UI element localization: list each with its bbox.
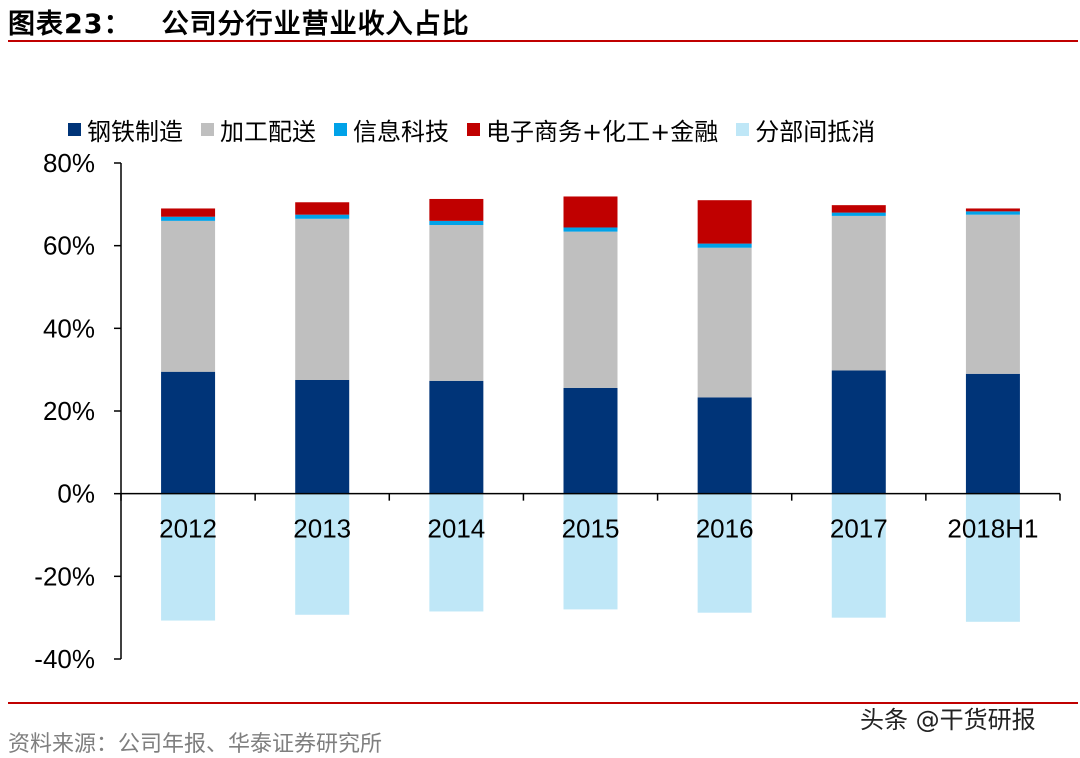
bar-segment-2013-0 bbox=[295, 380, 350, 494]
bar-segment-2014-0 bbox=[429, 380, 484, 494]
legend-swatch-processing bbox=[201, 123, 214, 136]
y-tick-label: 40% bbox=[43, 313, 95, 343]
y-tick-label: -40% bbox=[34, 644, 95, 674]
bar-segment-2014-3 bbox=[429, 198, 484, 221]
watermark: 头条 @干货研报 bbox=[860, 706, 1036, 734]
y-tick-label: 80% bbox=[43, 148, 95, 178]
legend-swatch-it bbox=[334, 123, 347, 136]
bar-segment-2018H1-0 bbox=[965, 373, 1020, 494]
bar-segment-2015-2 bbox=[563, 227, 618, 232]
x-tick-label: 2014 bbox=[427, 514, 485, 544]
legend-swatch-ecommerce bbox=[467, 123, 480, 136]
bar-segment-2013-2 bbox=[295, 214, 350, 219]
bar-segment-2014-1 bbox=[429, 225, 484, 381]
bar-segment-2012-2 bbox=[161, 216, 216, 221]
legend-item-ecommerce: 电子商务+化工+金融 bbox=[467, 112, 718, 147]
bar-segment-2012-1 bbox=[161, 220, 216, 372]
legend-swatch-offset bbox=[736, 123, 750, 136]
bar-segment-2016-2 bbox=[697, 243, 752, 248]
bar-segment-2017-2 bbox=[831, 212, 886, 216]
bar-segment-2018H1-3 bbox=[965, 208, 1020, 212]
legend-swatch-steel bbox=[68, 123, 81, 136]
bar-segment-2015-3 bbox=[563, 196, 618, 228]
bar-segment-2015-0 bbox=[563, 387, 618, 494]
top-rule bbox=[8, 40, 1078, 42]
legend-label-ecommerce: 电子商务+化工+金融 bbox=[486, 118, 719, 146]
x-tick-label: 2017 bbox=[830, 514, 888, 544]
bar-segment-2013-1 bbox=[295, 218, 350, 380]
bar-segment-2015-1 bbox=[563, 231, 618, 388]
legend-item-steel: 钢铁制造 bbox=[68, 112, 183, 147]
bar-segment-2014-4 bbox=[429, 493, 484, 612]
bar-segment-2013-3 bbox=[295, 202, 350, 215]
bar-segment-2012-3 bbox=[161, 208, 216, 217]
y-tick-label: -20% bbox=[34, 561, 95, 591]
x-tick-label: 2015 bbox=[562, 514, 620, 544]
bar-segment-2016-0 bbox=[697, 397, 752, 494]
x-tick-label: 2018H1 bbox=[947, 514, 1038, 544]
bar-segment-2015-4 bbox=[563, 493, 618, 610]
bar-segment-2018H1-2 bbox=[965, 211, 1020, 215]
legend-item-processing: 加工配送 bbox=[201, 112, 316, 147]
bar-segment-2018H1-1 bbox=[965, 214, 1020, 374]
bar-segment-2018H1-4 bbox=[965, 493, 1020, 622]
bar-segment-2017-0 bbox=[831, 370, 886, 494]
bar-segment-2014-2 bbox=[429, 220, 484, 225]
legend-label-it: 信息科技 bbox=[353, 118, 449, 146]
bar-segment-2012-4 bbox=[161, 493, 216, 621]
legend-item-offset: 分部间抵消 bbox=[736, 112, 875, 147]
legend-label-steel: 钢铁制造 bbox=[87, 118, 183, 146]
chart-legend: 钢铁制造 加工配送 信息科技 电子商务+化工+金融 分部间抵消 bbox=[68, 112, 875, 147]
y-tick-label: 60% bbox=[43, 231, 95, 261]
figure-label: 图表23： bbox=[8, 9, 132, 40]
bottom-rule bbox=[8, 702, 1078, 704]
x-tick-label: 2016 bbox=[696, 514, 754, 544]
bar-segment-2017-3 bbox=[831, 205, 886, 213]
bar-segment-2016-1 bbox=[697, 247, 752, 398]
figure-title: 图表23： 公司分行业营业收入占比 bbox=[8, 2, 470, 41]
x-tick-label: 2012 bbox=[159, 514, 217, 544]
legend-label-offset: 分部间抵消 bbox=[755, 118, 876, 146]
figure-caption: 公司分行业营业收入占比 bbox=[161, 9, 470, 40]
y-tick-label: 20% bbox=[43, 396, 95, 426]
source-note: 资料来源：公司年报、华泰证券研究所 bbox=[8, 732, 383, 757]
bar-segment-2017-4 bbox=[831, 493, 886, 618]
y-tick-label: 0% bbox=[57, 479, 95, 509]
bar-segment-2012-0 bbox=[161, 371, 216, 494]
legend-label-processing: 加工配送 bbox=[220, 118, 316, 146]
legend-item-it: 信息科技 bbox=[334, 112, 449, 147]
bar-segment-2017-1 bbox=[831, 215, 886, 371]
bar-segment-2013-4 bbox=[295, 493, 350, 615]
x-tick-label: 2013 bbox=[293, 514, 351, 544]
bar-segment-2016-4 bbox=[697, 493, 752, 613]
bar-segment-2016-3 bbox=[697, 200, 752, 244]
